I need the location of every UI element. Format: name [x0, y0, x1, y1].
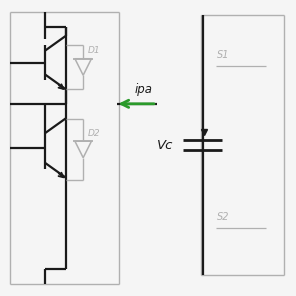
Text: Vc: Vc: [157, 139, 173, 152]
Text: S2: S2: [217, 212, 230, 222]
Text: ipa: ipa: [135, 83, 153, 96]
Text: D1: D1: [88, 46, 100, 55]
Text: D2: D2: [88, 129, 100, 138]
Text: S1: S1: [217, 50, 230, 59]
